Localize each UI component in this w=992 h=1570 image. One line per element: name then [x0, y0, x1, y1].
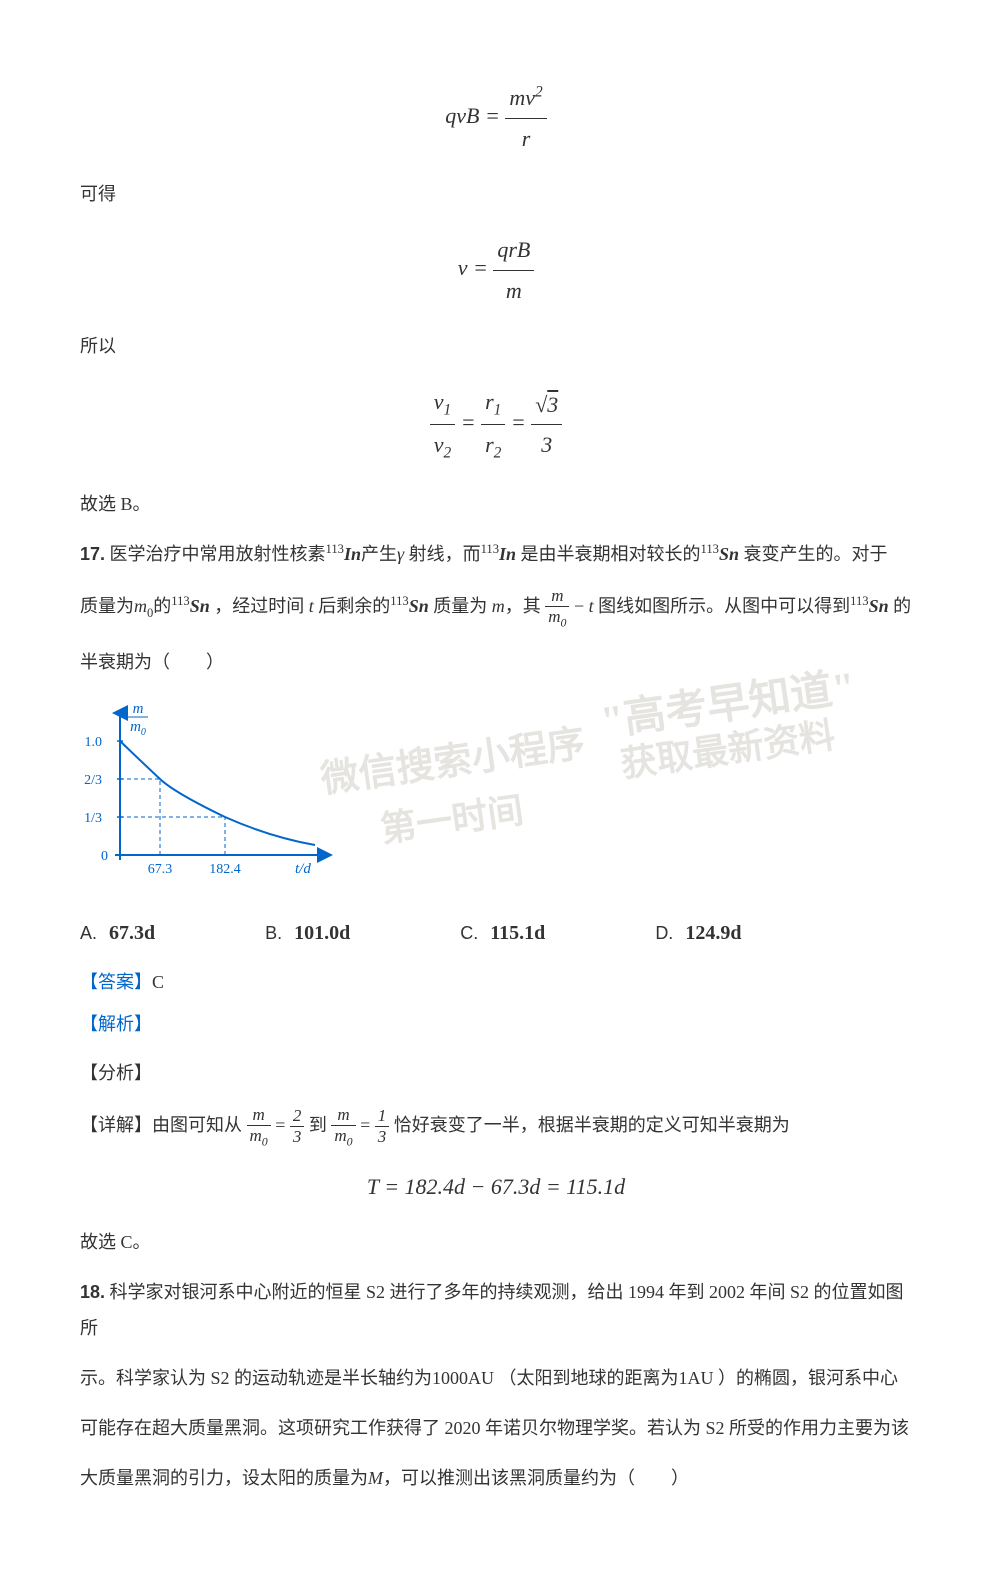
equation-T: T = 182.4d − 67.3d = 115.1d	[80, 1167, 912, 1207]
svg-text:0: 0	[101, 849, 108, 864]
text-suoyi: 所以	[80, 328, 912, 364]
qnum-18: 18.	[80, 1282, 105, 1302]
svg-text:67.3: 67.3	[148, 862, 173, 877]
equation-v: v = qrB m	[80, 230, 912, 310]
qnum-17: 17.	[80, 544, 105, 564]
option-d: D.124.9d	[655, 915, 741, 951]
option-c: C.115.1d	[460, 915, 545, 951]
svg-text:t/d: t/d	[295, 861, 311, 877]
detail-row: 【详解】由图可知从 mm0 = 23 到 mm0 = 13 恰好衰变了一半，根据…	[80, 1105, 912, 1149]
equation-ratio: v1 v2 = r1 r2 = √3 3	[80, 382, 912, 467]
question-18-l2: 示。科学家认为 S2 的运动轨迹是半长轴约为1000AU （太阳到地球的距离为1…	[80, 1360, 912, 1396]
eq-lhs: qvB	[445, 103, 479, 128]
question-18-l3: 可能存在超大质量黑洞。这项研究工作获得了 2020 年诺贝尔物理学奖。若认为 S…	[80, 1410, 912, 1446]
analysis-label: 【解析】	[80, 1008, 912, 1040]
svg-text:1.0: 1.0	[85, 735, 103, 750]
svg-text:1/3: 1/3	[84, 811, 102, 826]
guxuan-c: 故选 C。	[80, 1224, 912, 1260]
question-17-line3: 半衰期为（ ）	[80, 644, 912, 680]
svg-text:2/3: 2/3	[84, 773, 102, 788]
text-guxuan-b: 故选 B。	[80, 486, 912, 522]
svg-text:182.4: 182.4	[209, 862, 241, 877]
options-row: A.67.3d B.101.0d C.115.1d D.124.9d	[80, 915, 912, 951]
text-kede: 可得	[80, 176, 912, 212]
svg-text:m: m	[133, 701, 144, 717]
option-b: B.101.0d	[265, 915, 350, 951]
question-18-l1: 18. 科学家对银河系中心附近的恒星 S2 进行了多年的持续观测，给出 1994…	[80, 1274, 912, 1346]
question-17-line2: 质量为m0的113Sn ，经过时间 t 后剩余的113Sn 质量为 m，其 mm…	[80, 586, 912, 630]
equation-qvb: qvB = mv2 r	[80, 78, 912, 158]
option-a: A.67.3d	[80, 915, 155, 951]
question-18-l4: 大质量黑洞的引力，设太阳的质量为M，可以推测出该黑洞质量约为（ ）	[80, 1460, 912, 1496]
svg-text:m0: m0	[130, 719, 146, 738]
decay-chart-svg: 0 1/3 2/3 1.0 67.3 182.4 m m0 t/d	[80, 695, 350, 885]
decay-chart: 0 1/3 2/3 1.0 67.3 182.4 m m0 t/d	[80, 695, 912, 895]
question-17-text: 17. 医学治疗中常用放射性核素113In产生γ 射线，而113In 是由半衰期…	[80, 536, 912, 572]
answer-row: 【答案】C	[80, 966, 912, 998]
fenxi-label: 【分析】	[80, 1055, 912, 1091]
